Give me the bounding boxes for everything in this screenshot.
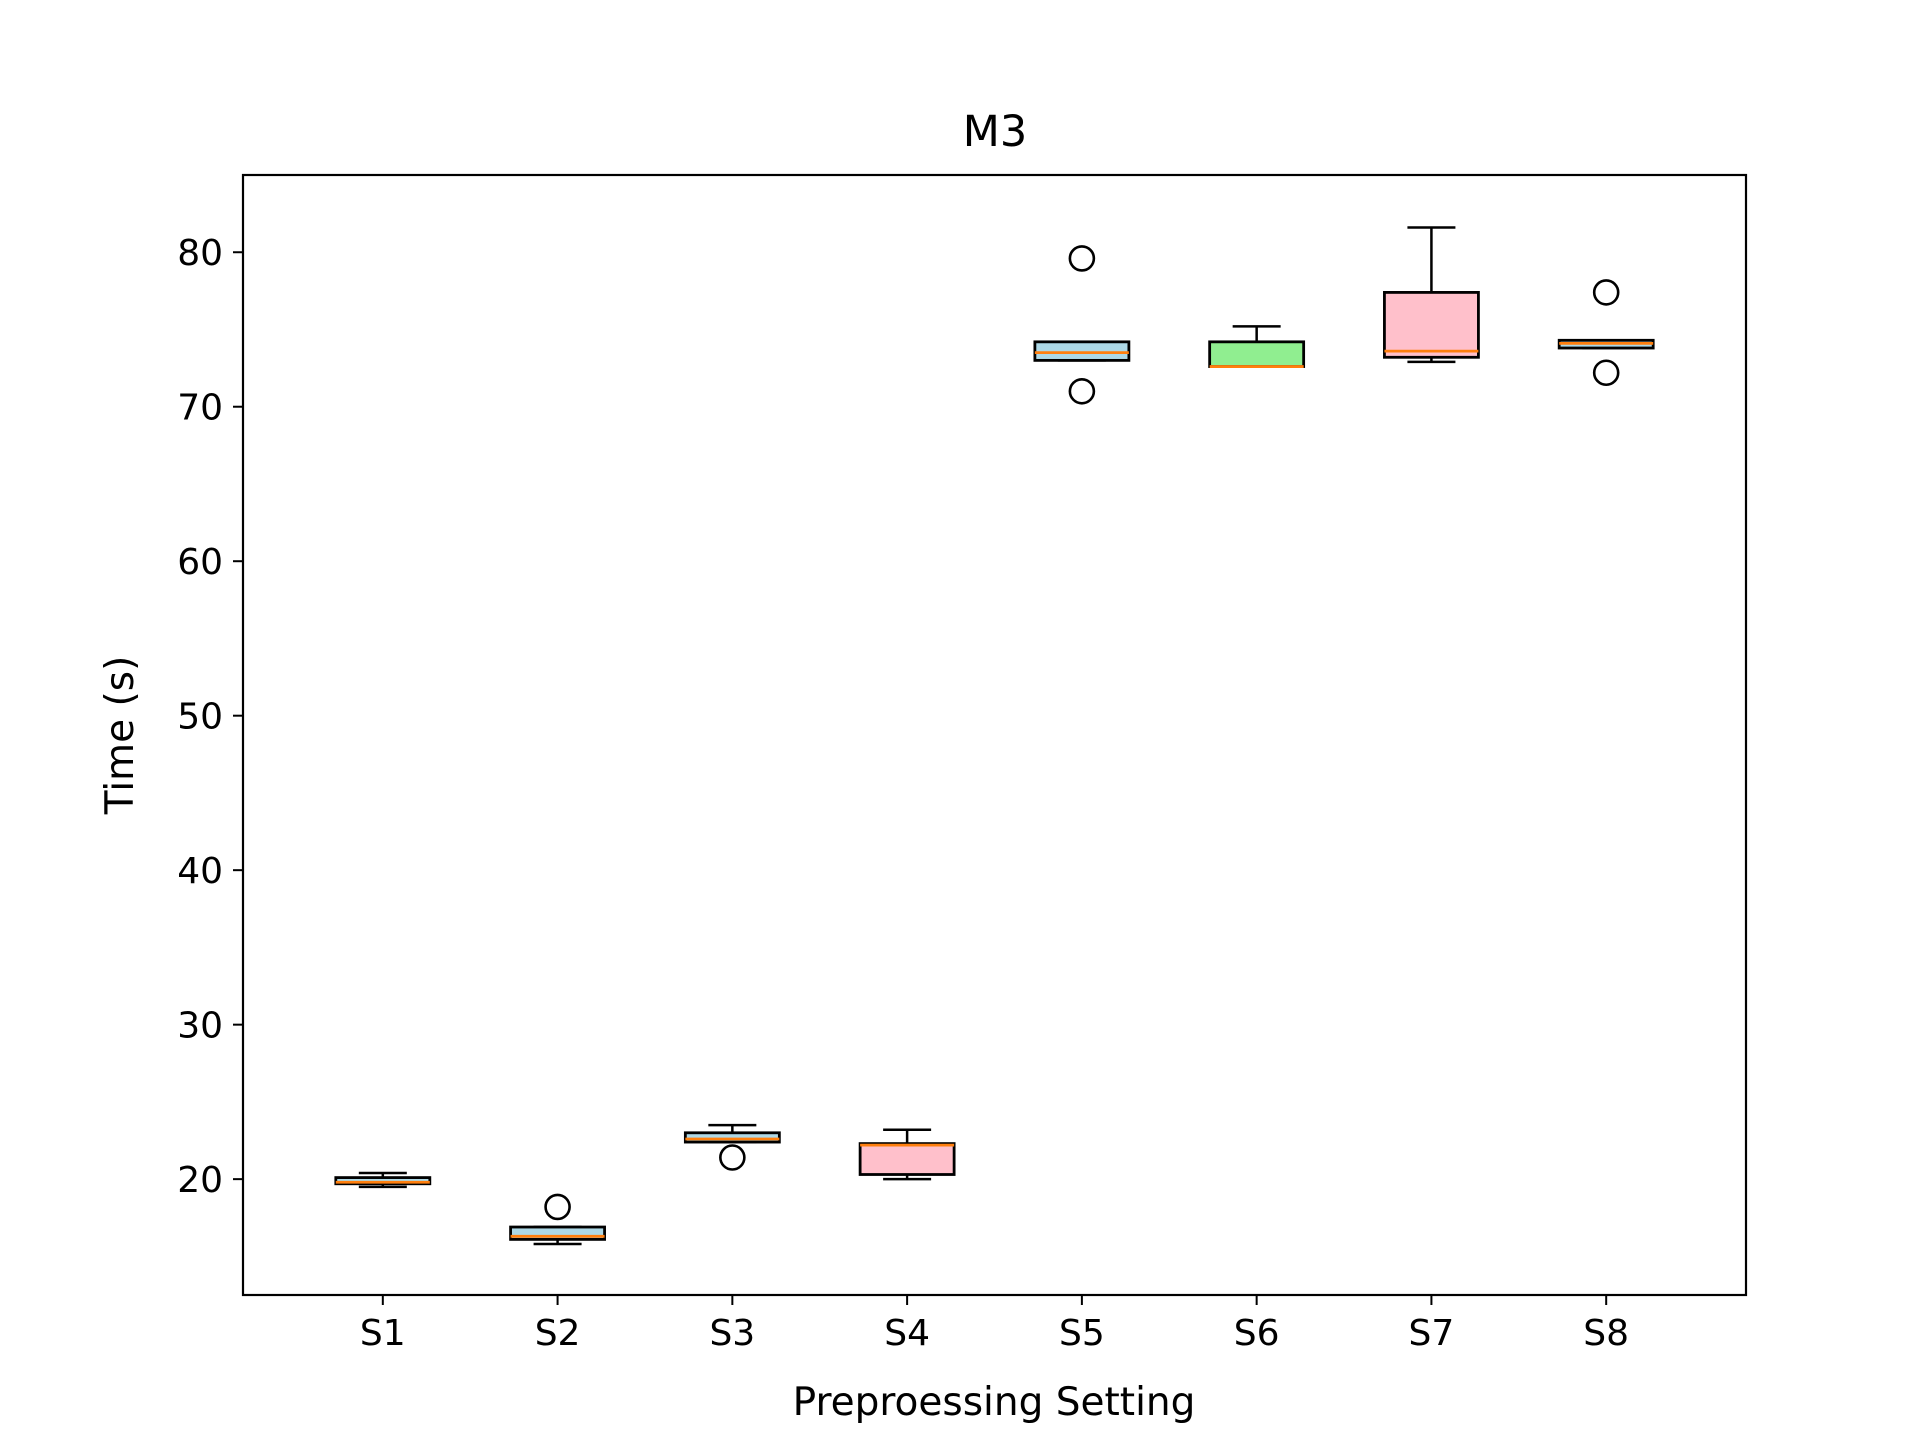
box-body — [334, 1176, 432, 1186]
outlier-point — [1592, 359, 1620, 387]
x-tick-label: S6 — [1234, 1313, 1280, 1354]
box-group-s8 — [1557, 279, 1655, 387]
y-tick-label: 30 — [177, 1006, 223, 1047]
x-tick-label: S7 — [1409, 1313, 1455, 1354]
x-tick-label: S3 — [709, 1313, 755, 1354]
box-group-s2 — [509, 1193, 606, 1246]
outlier-point — [544, 1193, 571, 1221]
y-tick-label: 40 — [177, 851, 223, 892]
box-group-s4 — [858, 1128, 956, 1181]
x-tick-label: S2 — [535, 1313, 581, 1354]
y-tick-label: 50 — [177, 697, 223, 738]
y-axis: 20 30 40 50 60 70 80 — [177, 233, 243, 1201]
x-tick-label: S8 — [1583, 1313, 1629, 1354]
box-body — [858, 1142, 956, 1176]
box-body — [1383, 291, 1480, 359]
box-group-s3 — [683, 1123, 781, 1171]
box-group-s7 — [1383, 226, 1480, 364]
x-tick-label: S4 — [884, 1313, 930, 1354]
box-group-s5 — [1033, 245, 1131, 405]
y-tick-label: 20 — [177, 1160, 223, 1201]
x-axis-label: Preproessing Setting — [793, 1380, 1196, 1425]
y-tick-label: 80 — [177, 233, 223, 274]
plot-marks — [334, 226, 1655, 1246]
x-axis: S1 S2 S3 S4 S5 S6 S7 S8 — [360, 1295, 1629, 1354]
box-group-s1 — [334, 1171, 432, 1189]
y-axis-label: Time (s) — [98, 656, 143, 816]
outlier-point — [1068, 245, 1096, 272]
outlier-point — [719, 1144, 746, 1171]
box-group-s6 — [1208, 325, 1306, 368]
x-tick-label: S5 — [1059, 1313, 1105, 1354]
x-tick-label: S1 — [360, 1313, 406, 1354]
chart-title: M3 — [963, 107, 1027, 157]
outlier-point — [1592, 279, 1620, 306]
box-body — [1208, 340, 1306, 368]
y-tick-label: 60 — [177, 542, 223, 583]
box-body — [1033, 340, 1131, 362]
plot-frame — [241, 173, 1748, 1297]
y-tick-label: 70 — [177, 388, 223, 429]
outlier-point — [1068, 377, 1096, 405]
box-body — [683, 1131, 781, 1144]
